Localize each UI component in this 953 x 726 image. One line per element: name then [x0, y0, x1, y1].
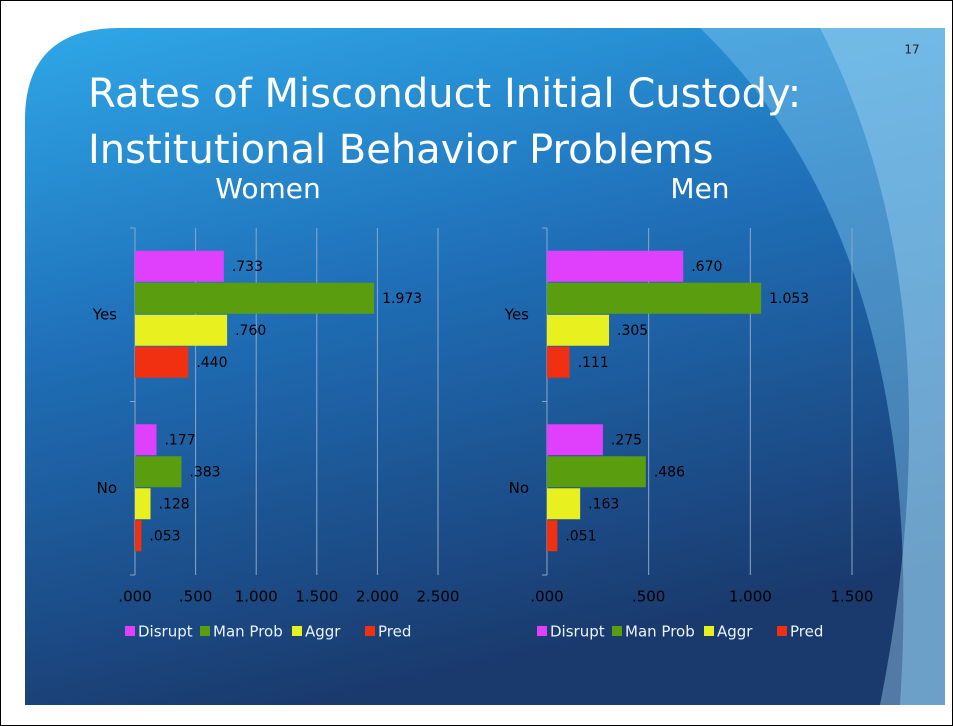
bar: [135, 314, 228, 346]
bar: [547, 282, 762, 314]
legend-label: Man Prob: [213, 623, 283, 641]
x-tick-label: 1.500: [295, 588, 338, 606]
x-tick-label: .500: [632, 588, 665, 606]
x-tick-label: 1.000: [729, 588, 772, 606]
y-tick-label: Yes: [504, 305, 529, 323]
value-label: .383: [189, 464, 220, 480]
bar: [135, 456, 182, 488]
x-tick-label: 1.000: [235, 588, 278, 606]
value-label: .051: [565, 528, 596, 544]
bar: [547, 488, 581, 520]
legend-swatch: [537, 626, 547, 636]
value-label: .053: [149, 528, 180, 544]
x-tick-label: 2.500: [417, 588, 460, 606]
value-label: 1.973: [382, 291, 422, 307]
y-tick-label: No: [97, 479, 117, 497]
slide-title: Institutional Behavior Problems: [88, 127, 714, 173]
value-label: .128: [159, 496, 190, 512]
value-label: .760: [235, 323, 266, 339]
legend-label: Man Prob: [625, 623, 695, 641]
value-label: .486: [654, 464, 685, 480]
bar: [135, 250, 224, 282]
legend-swatch: [704, 626, 714, 636]
bar: [135, 282, 375, 314]
legend-label: Pred: [790, 623, 823, 641]
value-label: .275: [611, 432, 642, 448]
legend-swatch: [612, 626, 622, 636]
value-label: .670: [691, 259, 722, 275]
y-tick-label: Yes: [92, 305, 117, 323]
value-label: .733: [232, 259, 263, 275]
slide-title: Rates of Misconduct Initial Custody:: [88, 71, 801, 117]
bar: [547, 346, 570, 378]
x-tick-label: .000: [530, 588, 563, 606]
value-label: .440: [196, 355, 227, 371]
value-label: .177: [164, 432, 195, 448]
x-tick-label: 1.500: [831, 588, 874, 606]
y-tick-label: No: [509, 479, 529, 497]
bar: [135, 488, 151, 520]
bar: [135, 346, 189, 378]
legend-label: Disrupt: [550, 623, 605, 641]
value-label: .111: [578, 355, 609, 371]
value-label: 1.053: [769, 291, 809, 307]
legend-label: Aggr: [305, 623, 341, 641]
bar: [547, 250, 684, 282]
slide-background: [25, 28, 945, 705]
x-tick-label: .000: [118, 588, 151, 606]
legend-swatch: [365, 626, 375, 636]
legend-swatch: [200, 626, 210, 636]
swoosh: [700, 28, 945, 705]
value-label: .305: [617, 323, 648, 339]
bar: [547, 456, 646, 488]
chart-title: Women: [215, 172, 320, 205]
bar: [135, 520, 142, 552]
legend-swatch: [125, 626, 135, 636]
value-label: .163: [588, 496, 619, 512]
legend-swatch: [777, 626, 787, 636]
swoosh: [820, 28, 945, 705]
x-tick-label: 2.000: [356, 588, 399, 606]
bar: [547, 424, 603, 456]
legend-label: Aggr: [717, 623, 753, 641]
legend-swatch: [292, 626, 302, 636]
bar: [135, 424, 157, 456]
chart-title: Men: [670, 172, 729, 205]
bar: [547, 520, 558, 552]
bar: [547, 314, 610, 346]
legend-label: Pred: [378, 623, 411, 641]
x-tick-label: .500: [179, 588, 212, 606]
legend-label: Disrupt: [138, 623, 193, 641]
slide-number: 17: [904, 43, 919, 57]
